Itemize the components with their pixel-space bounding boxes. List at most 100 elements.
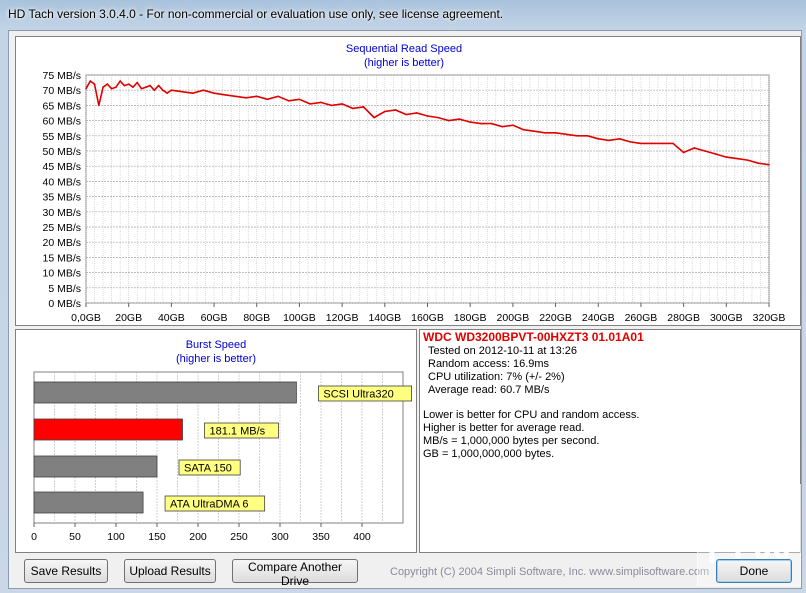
seq-data-point: [181, 90, 183, 93]
seq-data-point: [672, 142, 674, 145]
compare-another-drive-button[interactable]: Compare Another Drive: [232, 559, 358, 588]
seq-x-tick-label: 120GB: [326, 312, 359, 324]
seq-data-point: [597, 138, 600, 140]
seq-data-point: [512, 124, 514, 126]
seq-data-point: [162, 89, 164, 91]
seq-data-point: [223, 93, 226, 96]
seq-data-point: [554, 131, 557, 134]
seq-data-point: [309, 103, 311, 105]
seq-y-tick-label: 55 MB/s: [42, 131, 81, 143]
seq-y-tick-label: 0 MB/s: [48, 298, 81, 310]
seq-x-tick-label: 60GB: [201, 312, 228, 324]
seq-y-tick-label: 65 MB/s: [42, 100, 81, 112]
seq-data-point: [153, 89, 156, 91]
seq-y-tick-label: 35 MB/s: [42, 192, 81, 204]
seq-data-point: [149, 84, 151, 87]
burst-label-box: [317, 385, 412, 402]
seq-y-tick-label: 30 MB/s: [42, 207, 81, 219]
seq-data-point: [576, 135, 578, 137]
burst-speed-panel: Burst Speed (higher is better) SCSI Ultr…: [15, 329, 417, 553]
seq-data-point: [245, 97, 247, 99]
seq-data-point: [469, 121, 471, 123]
seq-data-point: [136, 81, 139, 84]
seq-y-tick-label: 50 MB/s: [42, 146, 81, 158]
note-higher-better: Higher is better for average read.: [423, 422, 585, 434]
seq-data-point: [490, 122, 493, 125]
seq-y-tick-label: 45 MB/s: [42, 161, 81, 173]
seq-data-point: [373, 116, 375, 119]
copyright-text: Copyright (C) 2004 Simpli Software, Inc.…: [390, 566, 710, 578]
sequential-read-chart: Sequential Read Speed (higher is better)…: [42, 43, 785, 324]
seq-data-point: [405, 113, 407, 116]
seq-data-point: [586, 135, 589, 137]
seq-data-point: [714, 153, 717, 155]
seq-x-tick-label: 320GB: [753, 312, 786, 324]
burst-x-tick-label: 50: [69, 531, 81, 543]
tested-on: Tested on 2012-10-11 at 13:26: [428, 345, 578, 357]
seq-data-point: [157, 84, 160, 87]
seq-data-point: [255, 95, 258, 98]
seq-data-point: [144, 86, 147, 88]
seq-data-point: [650, 142, 653, 145]
seq-x-tick-label: 220GB: [539, 312, 572, 324]
seq-data-point: [757, 162, 760, 164]
seq-data-point: [170, 89, 173, 91]
seq-data-point: [437, 116, 439, 119]
seq-data-point: [341, 103, 343, 105]
burst-x-tick-label: 350: [312, 531, 330, 543]
seq-x-tick-label: 200GB: [497, 312, 530, 324]
burst-speed-chart: Burst Speed (higher is better) SCSI Ultr…: [31, 339, 412, 543]
seq-y-tick-label: 15 MB/s: [42, 252, 81, 264]
note-lower-better: Lower is better for CPU and random acces…: [423, 409, 640, 421]
seq-y-tick-label: 40 MB/s: [42, 176, 81, 188]
average-read: Average read: 60.7 MB/s: [428, 384, 550, 396]
done-button[interactable]: Done: [716, 559, 792, 583]
seq-data-point: [166, 92, 168, 95]
seq-data-point: [127, 83, 130, 85]
seq-y-tick-label: 75 MB/s: [42, 70, 81, 82]
seq-chart-title: Sequential Read Speed: [346, 43, 462, 55]
seq-x-tick-label: 260GB: [625, 312, 658, 324]
seq-x-tick-label: 180GB: [454, 312, 487, 324]
seq-x-axis: 0,0GB 20GB 40GB 60GB 80GB 100GB 120GB 140GB 160G…: [71, 303, 785, 324]
burst-bar-label: ATA UltraDMA 6: [170, 499, 248, 511]
burst-bar: [33, 491, 144, 514]
seq-data-point: [725, 156, 728, 158]
seq-data-point: [640, 142, 642, 145]
title-bar[interactable]: HD Tach version 3.0.4.0 - For non-commer…: [0, 0, 806, 30]
burst-label-box: [204, 422, 279, 439]
upload-results-button[interactable]: Upload Results: [124, 559, 216, 583]
seq-y-tick-label: 70 MB/s: [42, 85, 81, 97]
seq-chart-subtitle: (higher is better): [364, 57, 444, 69]
seq-data-point: [608, 139, 610, 142]
seq-points: [85, 80, 770, 166]
note-mbs: MB/s = 1,000,000 bytes per second.: [423, 435, 600, 447]
seq-data-point: [102, 86, 104, 88]
burst-x-tick-label: 300: [271, 531, 289, 543]
burst-label-box: [178, 459, 241, 476]
seq-data-point: [319, 101, 322, 104]
seq-data-point: [618, 138, 621, 140]
burst-x-axis: 0 50 100 150 200 250 300 350 400: [31, 523, 371, 543]
burst-bar: [33, 381, 297, 404]
seq-data-point: [287, 100, 290, 102]
seq-data-point: [132, 86, 134, 88]
seq-x-tick-label: 300GB: [710, 312, 743, 324]
random-access: Random access: 16.9ms: [428, 358, 550, 370]
seq-grid: [85, 74, 770, 304]
seq-data-point: [93, 83, 96, 85]
seq-data-point: [266, 98, 269, 101]
seq-data-point: [213, 92, 215, 95]
seq-data-point: [704, 150, 706, 152]
seq-y-tick-label: 25 MB/s: [42, 222, 81, 234]
seq-data-point: [426, 115, 429, 117]
seq-y-tick-label: 60 MB/s: [42, 116, 81, 128]
seq-data-point: [110, 87, 113, 90]
burst-bar: [33, 455, 158, 478]
save-results-button[interactable]: Save Results: [24, 559, 108, 583]
burst-x-tick-label: 100: [107, 531, 125, 543]
burst-x-tick-label: 400: [353, 531, 371, 543]
seq-data-point: [416, 112, 418, 114]
seq-data-point: [119, 80, 121, 82]
